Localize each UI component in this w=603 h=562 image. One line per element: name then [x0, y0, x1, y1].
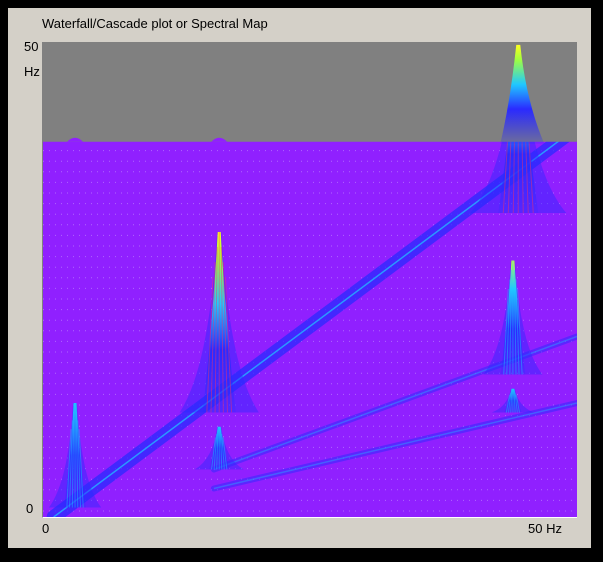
resonance-streak	[514, 392, 518, 413]
resonance-streak	[506, 279, 511, 375]
resonance-streak	[510, 390, 513, 413]
resonance-streak	[517, 288, 523, 375]
x-axis-min-label: 0	[42, 521, 50, 536]
resonance-streak	[505, 394, 511, 413]
resonance-streak	[513, 390, 516, 413]
resonance-streak	[71, 411, 75, 508]
resonance-streak	[78, 429, 84, 508]
resonance-peak	[209, 426, 230, 470]
resonance-streak	[222, 437, 228, 470]
resonance-streak	[221, 433, 225, 470]
resonance-streak	[515, 394, 521, 413]
resonance-streak	[75, 411, 79, 508]
resonance-streak	[77, 420, 81, 508]
resonance-streak	[210, 262, 216, 413]
spectral-map-svg	[43, 42, 577, 517]
chart-title: Waterfall/Cascade plot or Spectral Map	[42, 16, 268, 31]
unsampled-region	[43, 42, 577, 142]
dominant-peak-top	[500, 44, 545, 144]
resonance-streak	[216, 430, 219, 470]
resonance-streak	[508, 392, 512, 413]
resonance-streak	[224, 277, 233, 413]
resonance-streak	[206, 277, 214, 413]
resonance-streak	[211, 437, 216, 470]
resonance-peak	[202, 232, 236, 413]
harmonic-trace-core	[213, 402, 577, 490]
boundary-bump	[67, 137, 84, 142]
resonance-streak	[213, 433, 218, 470]
y-axis-unit-label: Hz	[24, 64, 40, 79]
resonance-streak	[503, 288, 509, 375]
spectral-map-window: Waterfall/Cascade plot or Spectral Map 5…	[8, 8, 591, 548]
resonance-peak	[64, 403, 86, 508]
resonance-streak	[66, 429, 72, 508]
y-axis-max-label: 50	[24, 39, 39, 54]
harmonic-trace	[210, 400, 577, 492]
x-axis-max-label: 50 Hz	[528, 521, 562, 536]
resonance-streak	[515, 279, 520, 375]
plot-area[interactable]	[42, 42, 577, 518]
resonance-streak	[513, 269, 517, 375]
resonance-streak	[509, 269, 512, 375]
resonance-peak	[504, 388, 522, 413]
y-axis-min-label: 0	[26, 501, 34, 516]
resonance-streak	[69, 420, 73, 508]
resonance-peak	[500, 260, 526, 375]
harmonic-trace-core	[53, 126, 577, 517]
resonance-streak	[214, 247, 218, 413]
resonance-streak	[222, 262, 228, 413]
resonance-streak	[220, 247, 224, 413]
resonance-streak	[219, 430, 223, 470]
boundary-bump	[211, 137, 228, 142]
